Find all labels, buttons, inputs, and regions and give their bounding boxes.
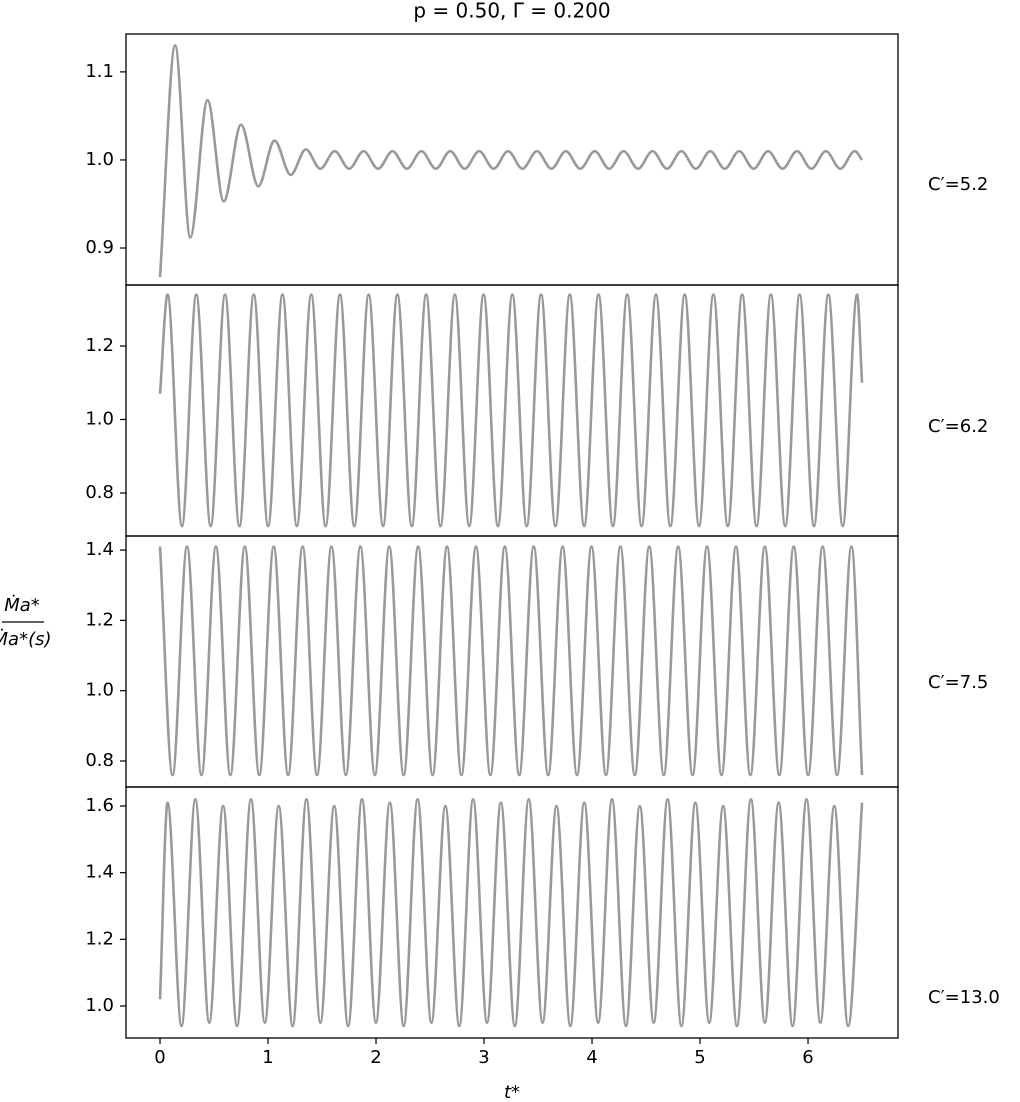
- y-label-denominator: Ṁa*(s): [0, 629, 51, 650]
- y-tick-label: 1.4: [85, 862, 114, 883]
- y-tick-label: 1.1: [85, 61, 114, 82]
- x-tick-label: 0: [154, 1047, 165, 1068]
- axes-frame: [125, 786, 899, 1039]
- y-tick-label: 0.8: [85, 482, 114, 503]
- panel-label: C′=13.0: [928, 987, 1000, 1008]
- y-tick-label: 1.6: [85, 795, 114, 816]
- y-tick-label: 1.0: [85, 995, 114, 1016]
- y-tick-label: 1.0: [85, 409, 114, 430]
- x-tick-label: 4: [586, 1047, 597, 1068]
- y-tick-label: 0.8: [85, 750, 114, 771]
- y-label-numerator: Ṁa*: [4, 595, 40, 616]
- panel-label: C′=6.2: [928, 416, 988, 437]
- panel-label: C′=7.5: [928, 672, 988, 693]
- x-tick-label: 6: [802, 1047, 813, 1068]
- y-tick-label: 1.4: [85, 539, 114, 560]
- x-tick-label: 3: [478, 1047, 489, 1068]
- y-tick-label: 1.0: [85, 149, 114, 170]
- line-series: [158, 293, 864, 528]
- line-series: [158, 798, 864, 1028]
- line-series: [158, 545, 864, 777]
- x-tick-label: 5: [694, 1047, 705, 1068]
- x-label: t*: [504, 1082, 520, 1102]
- y-tick-label: 0.9: [85, 237, 114, 258]
- axes-frame: [125, 33, 899, 286]
- line-series: [158, 44, 864, 278]
- panel-label: C′=5.2: [928, 174, 988, 195]
- chart-title: p = 0.50, Γ = 0.200: [413, 0, 610, 23]
- y-tick-label: 1.2: [85, 609, 114, 630]
- x-tick-label: 1: [262, 1047, 273, 1068]
- y-tick-label: 1.2: [85, 335, 114, 356]
- y-tick-label: 1.2: [85, 928, 114, 949]
- y-tick-label: 1.0: [85, 680, 114, 701]
- x-tick-label: 2: [370, 1047, 381, 1068]
